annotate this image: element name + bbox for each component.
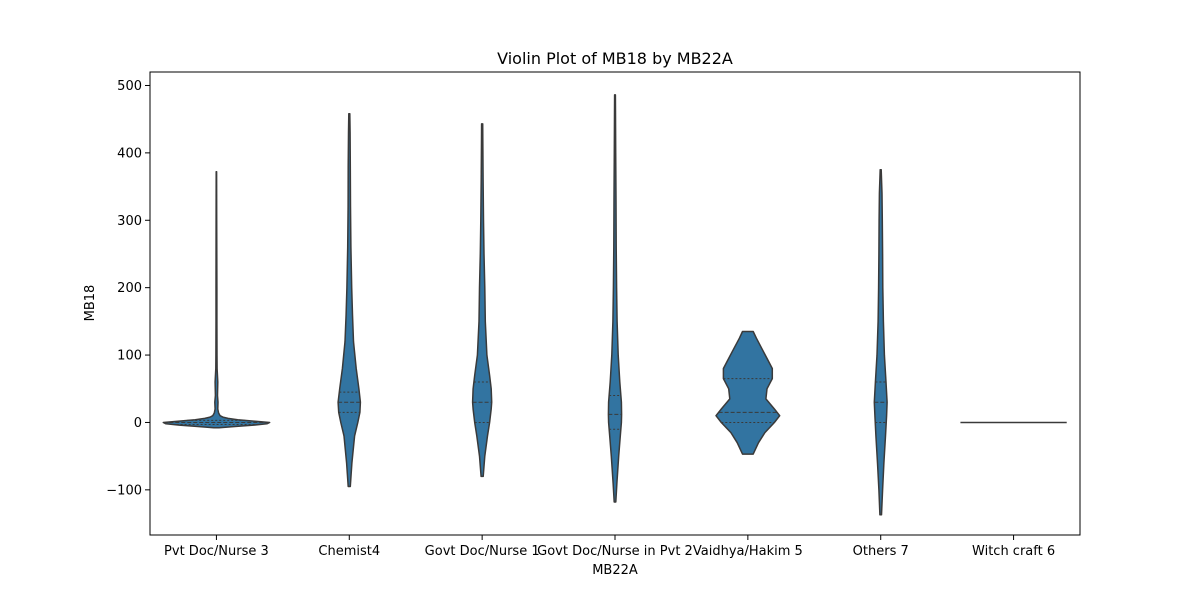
- x-tick-label: Witch craft 6: [972, 544, 1055, 559]
- x-axis: Pvt Doc/Nurse 3 Chemist4 Govt Doc/Nurse 1G…: [164, 535, 1055, 559]
- violin-body: [607, 94, 623, 503]
- y-tick-label: −100: [106, 483, 142, 498]
- x-tick-label: Govt Doc/Nurse in Pvt 2: [537, 544, 693, 559]
- violin-body: [162, 170, 271, 429]
- y-tick-label: 200: [117, 281, 142, 296]
- y-tick-label: 0: [134, 416, 142, 431]
- violin-body: [715, 330, 781, 455]
- x-tick-label: Pvt Doc/Nurse 3: [164, 544, 269, 559]
- y-tick-label: 100: [117, 349, 142, 364]
- x-tick-label: Vaidhya/Hakim 5: [693, 544, 803, 559]
- x-tick-label: Others 7: [853, 544, 909, 559]
- violin-4: [715, 330, 781, 455]
- violin-body: [471, 123, 493, 478]
- violin-1: [337, 113, 362, 488]
- violin-2: [471, 123, 493, 478]
- y-tick-label: 400: [117, 146, 142, 161]
- chart-title: Violin Plot of MB18 by MB22A: [497, 49, 733, 68]
- violin-3: [607, 94, 623, 503]
- x-tick-label: Govt Doc/Nurse 1: [425, 544, 540, 559]
- x-axis-label: MB22A: [592, 563, 638, 578]
- violin-0: [162, 170, 271, 429]
- y-tick-label: 300: [117, 214, 142, 229]
- x-tick-label: Chemist4: [318, 544, 380, 559]
- violin-body: [337, 113, 362, 488]
- y-axis: −100 0 100 200 300 400 500: [106, 79, 150, 498]
- y-axis-label: MB18: [83, 285, 98, 322]
- y-tick-label: 500: [117, 79, 142, 94]
- violin-5: [873, 168, 888, 516]
- violins-layer: [162, 94, 1067, 516]
